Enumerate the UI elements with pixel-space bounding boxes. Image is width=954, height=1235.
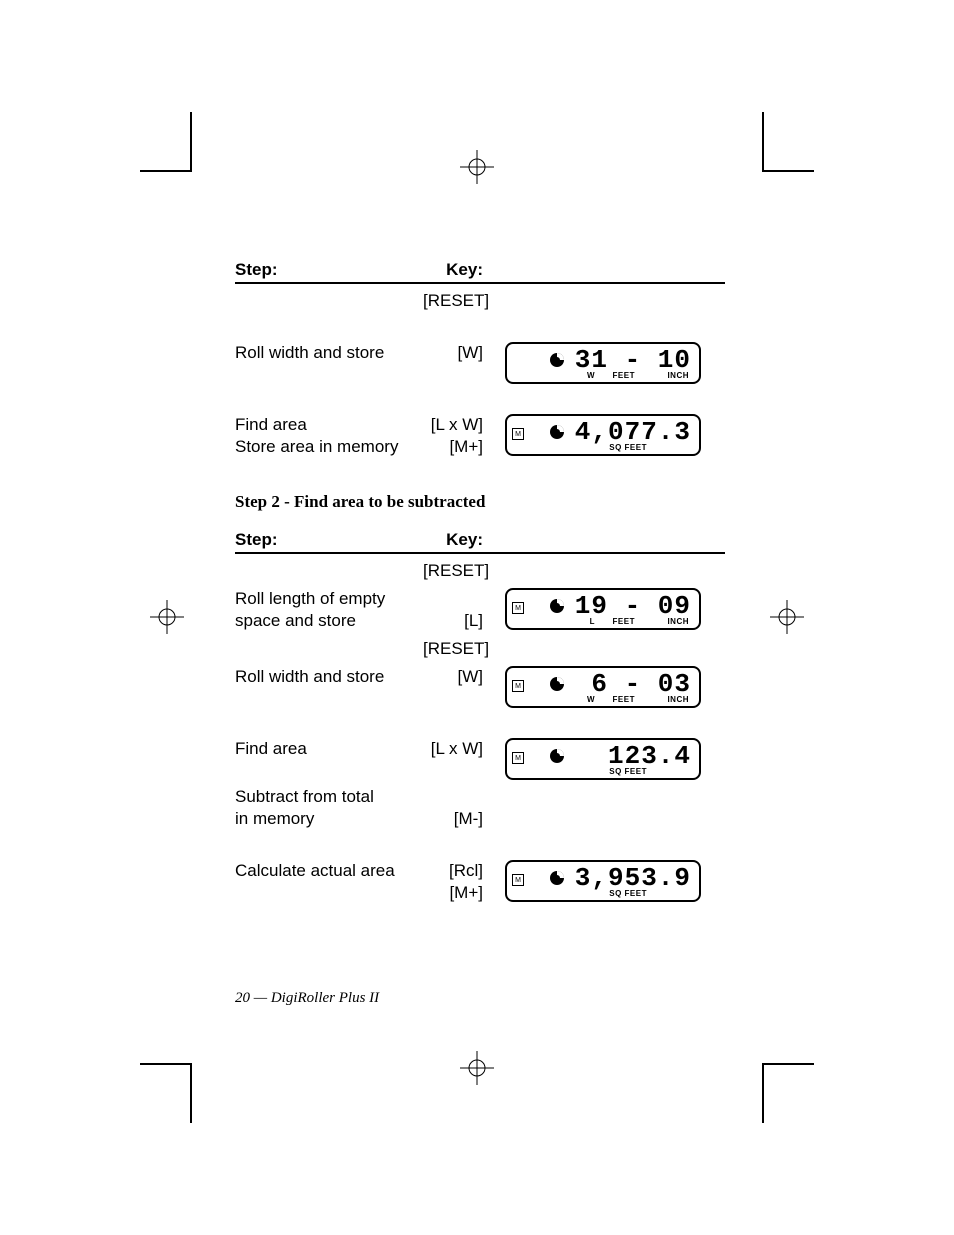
key-line: [M-] [423,808,483,830]
lcd-value: 4,077.3 [575,419,691,445]
key-text: [W] [423,342,483,364]
key-text: [Rcl] [M+] [423,860,483,904]
lcd-display: M 19 - 09 L FEET INCH [505,588,701,630]
step-text: Roll width and store [235,666,423,688]
content-area: Step: Key: [RESET] Roll width and store … [235,260,725,910]
lcd-value: 123.4 [608,743,691,769]
lcd-label-w: W [587,695,595,704]
lcd-m-indicator: M [512,874,524,886]
wheel-icon [549,598,565,614]
step2-heading: Step 2 - Find area to be subtracted [235,492,725,512]
key-text: [M-] [423,786,483,830]
lcd-label-feet: FEET [613,695,635,704]
key-text: [L] [423,588,483,632]
lcd-display: M 6 - 03 W FEET INCH [505,666,701,708]
step-text: Roll width and store [235,342,423,364]
key-text: [L x W] [423,738,483,760]
registration-mark-icon [770,600,804,634]
cropmark [762,1063,814,1065]
page: Step: Key: [RESET] Roll width and store … [0,0,954,1235]
step-line: Find area [235,414,423,436]
cropmark [190,112,192,172]
lcd-label-w: W [587,371,595,380]
lcd-display: 31 - 10 W FEET INCH [505,342,701,384]
header-step: Step: [235,530,423,550]
wheel-icon [549,870,565,886]
instruction-row: Roll width and store [W] M 6 - 03 W FEET… [235,666,725,708]
lcd-label-sqft: SQ FEET [609,889,647,898]
step-line: space and store [235,610,423,632]
key-text: [RESET] [423,560,483,582]
lcd-m-indicator: M [512,680,524,692]
lcd-label-sqft: SQ FEET [609,443,647,452]
lcd-value: 31 - 10 [575,347,691,373]
step-text: Calculate actual area [235,860,423,882]
section-header: Step: Key: [235,260,725,284]
step-line: Roll length of empty [235,588,423,610]
step-line: in memory [235,808,423,830]
lcd-label-l: L [590,617,595,626]
instruction-row: Find area [L x W] M 123.4 SQ FEET [235,738,725,780]
cropmark [140,170,192,172]
instruction-row: Roll width and store [W] 31 - 10 W FEET … [235,342,725,384]
instruction-row: Find area Store area in memory [L x W] [… [235,414,725,458]
step-line: Subtract from total [235,786,423,808]
header-key: Key: [423,260,483,280]
key-text: [RESET] [423,290,483,312]
header-step: Step: [235,260,423,280]
lcd-label-inch: INCH [667,695,689,704]
key-text: [L x W] [M+] [423,414,483,458]
step-text: Roll length of empty space and store [235,588,423,632]
registration-mark-icon [460,150,494,184]
step-text: Find area [235,738,423,760]
lcd-label-inch: INCH [667,617,689,626]
instruction-row: [RESET] [235,560,725,582]
wheel-icon [549,424,565,440]
lcd-display: M 123.4 SQ FEET [505,738,701,780]
instruction-row: Roll length of empty space and store [L]… [235,588,725,632]
wheel-icon [549,352,565,368]
registration-mark-icon [150,600,184,634]
key-line: [L x W] [423,414,483,436]
key-text: [RESET] [423,638,483,660]
cropmark [140,1063,192,1065]
registration-mark-icon [460,1051,494,1085]
instruction-row: [RESET] [235,638,725,660]
section-header: Step: Key: [235,530,725,554]
lcd-label-inch: INCH [667,371,689,380]
lcd-display: M 3,953.9 SQ FEET [505,860,701,902]
lcd-label-sqft: SQ FEET [609,767,647,776]
page-footer: 20 — DigiRoller Plus II [235,990,379,1007]
key-line: [L] [423,610,483,632]
lcd-value: 6 - 03 [591,671,691,697]
instruction-row: [RESET] [235,290,725,312]
step-text: Subtract from total in memory [235,786,423,830]
lcd-label-feet: FEET [613,617,635,626]
lcd-value: 3,953.9 [575,865,691,891]
wheel-icon [549,676,565,692]
lcd-m-indicator: M [512,602,524,614]
cropmark [762,170,814,172]
key-line: [M+] [423,436,483,458]
lcd-value: 19 - 09 [575,593,691,619]
cropmark [762,1063,764,1123]
cropmark [762,112,764,172]
key-text: [W] [423,666,483,688]
cropmark [190,1063,192,1123]
lcd-m-indicator: M [512,428,524,440]
instruction-row: Subtract from total in memory [M-] [235,786,725,830]
header-key: Key: [423,530,483,550]
instruction-row: Calculate actual area [Rcl] [M+] M 3,953… [235,860,725,904]
wheel-icon [549,748,565,764]
step-text: Find area Store area in memory [235,414,423,458]
lcd-label-feet: FEET [613,371,635,380]
lcd-m-indicator: M [512,752,524,764]
step-line: Store area in memory [235,436,423,458]
lcd-display: M 4,077.3 SQ FEET [505,414,701,456]
